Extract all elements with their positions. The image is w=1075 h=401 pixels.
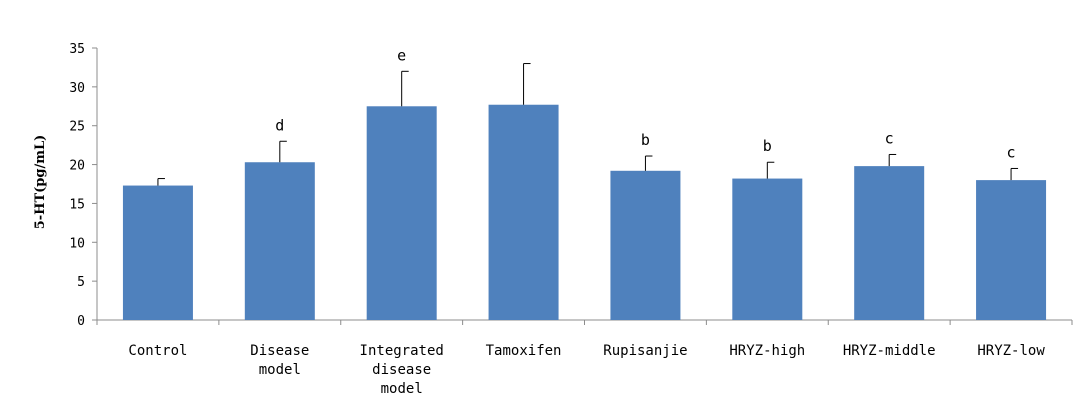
significance-label: e — [397, 46, 406, 64]
y-tick-label: 20 — [69, 159, 85, 174]
x-category-label: Tamoxifen — [486, 343, 562, 359]
x-category-label: HRYZ-middle — [843, 343, 936, 359]
y-tick-label: 10 — [69, 236, 85, 251]
x-category-label: model — [259, 362, 301, 378]
y-tick-label: 15 — [69, 197, 85, 212]
significance-label: b — [763, 137, 772, 155]
x-category-label: Integrated — [360, 343, 444, 359]
y-tick-label: 25 — [69, 120, 85, 135]
y-tick-label: 0 — [77, 314, 85, 329]
significance-label: c — [1007, 143, 1016, 161]
bar — [488, 104, 559, 320]
x-category-label: model — [381, 381, 423, 397]
x-category-label: HRYZ-high — [729, 343, 805, 359]
bar — [366, 106, 437, 321]
significance-label: d — [275, 116, 284, 134]
y-tick-label: 5 — [77, 275, 85, 290]
x-category-label: Control — [128, 343, 187, 359]
bar — [244, 162, 315, 320]
x-category-label: Disease — [250, 343, 309, 359]
significance-label: c — [885, 129, 894, 147]
bar — [854, 166, 925, 320]
bar — [610, 170, 681, 320]
x-category-label: HRYZ-low — [977, 343, 1045, 359]
x-category-label: disease — [372, 362, 431, 378]
y-tick-label: 30 — [69, 81, 85, 96]
bar — [732, 178, 803, 320]
significance-label: b — [641, 131, 650, 149]
bar — [976, 180, 1047, 320]
bar — [122, 185, 193, 320]
y-axis-label: 5-HT(pg/mL) — [33, 135, 48, 230]
y-tick-label: 35 — [69, 42, 85, 57]
x-category-label: Rupisanjie — [603, 343, 687, 359]
